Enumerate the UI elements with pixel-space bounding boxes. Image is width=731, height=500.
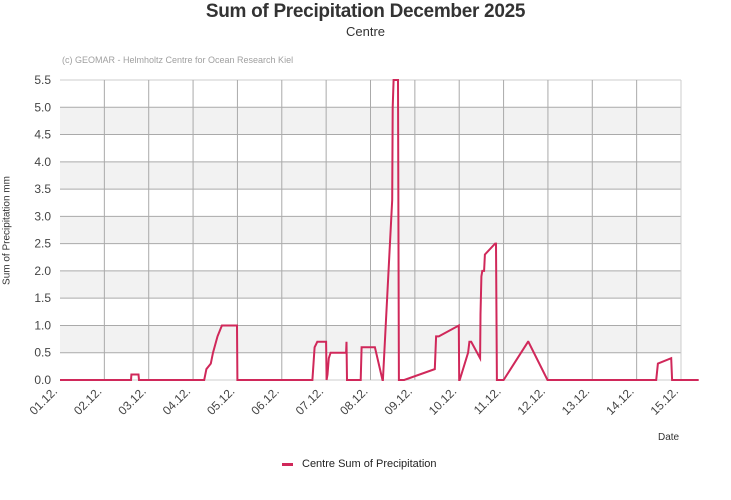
svg-text:5.5: 5.5 [34, 73, 51, 87]
svg-text:03.12.: 03.12. [115, 384, 148, 417]
svg-text:11.12.: 11.12. [471, 384, 504, 417]
legend-swatch-icon [282, 462, 293, 466]
svg-text:0.0: 0.0 [34, 373, 51, 387]
chart-subtitle: Centre [345, 24, 386, 39]
credit-text: (c) GEOMAR - Helmholtz Centre for Ocean … [62, 55, 294, 65]
svg-text:4.5: 4.5 [34, 128, 51, 142]
legend-label: Centre Sum of Precipitation [302, 458, 437, 470]
svg-text:3.5: 3.5 [34, 182, 51, 196]
svg-text:06.12.: 06.12. [248, 384, 281, 417]
x-axis-ticks: 01.12. 02.12. 03.12. 04.12. 05.12. 06.12. 07.1… [27, 384, 681, 417]
svg-text:0.5: 0.5 [34, 346, 51, 360]
svg-text:15.12.: 15.12. [648, 384, 681, 417]
svg-text:01.12.: 01.12. [27, 384, 60, 417]
y-axis-ticks: 0.0 0.5 1.0 1.5 2.0 2.5 3.0 3.5 4.0 4.5 5.0 5.5 [34, 73, 51, 387]
legend-item[interactable]: Centre Sum of Precipitation [282, 458, 437, 470]
svg-text:02.12.: 02.12. [71, 384, 104, 417]
svg-text:3.0: 3.0 [34, 209, 51, 223]
svg-text:14.12.: 14.12. [603, 384, 636, 417]
svg-text:1.5: 1.5 [34, 291, 51, 305]
svg-text:2.5: 2.5 [34, 237, 51, 251]
chart-title: Sum of Precipitation December 2025 [205, 1, 526, 22]
svg-text:1.0: 1.0 [34, 318, 51, 332]
svg-text:04.12.: 04.12. [160, 384, 193, 417]
svg-text:05.12.: 05.12. [204, 384, 237, 417]
svg-text:07.12.: 07.12. [293, 384, 326, 417]
svg-text:5.0: 5.0 [34, 100, 51, 114]
x-axis-label: Date [658, 432, 680, 443]
svg-text:2.0: 2.0 [34, 264, 51, 278]
svg-text:4.0: 4.0 [34, 155, 51, 169]
svg-text:12.12.: 12.12. [515, 384, 548, 417]
svg-text:10.12.: 10.12. [426, 384, 459, 417]
precipitation-line[interactable] [60, 79, 699, 381]
svg-text:13.12.: 13.12. [559, 384, 592, 417]
svg-text:09.12.: 09.12. [381, 384, 414, 417]
svg-text:08.12.: 08.12. [337, 384, 370, 417]
